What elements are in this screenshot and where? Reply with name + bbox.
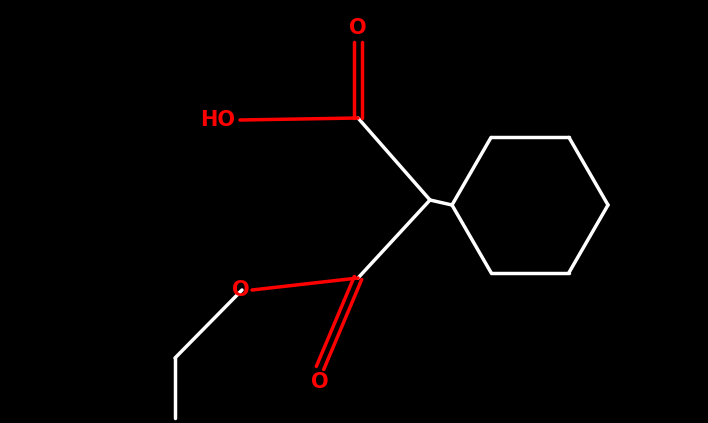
Text: HO: HO	[200, 110, 235, 130]
Text: O: O	[312, 372, 329, 392]
Text: O: O	[349, 18, 367, 38]
Text: O: O	[232, 280, 250, 300]
